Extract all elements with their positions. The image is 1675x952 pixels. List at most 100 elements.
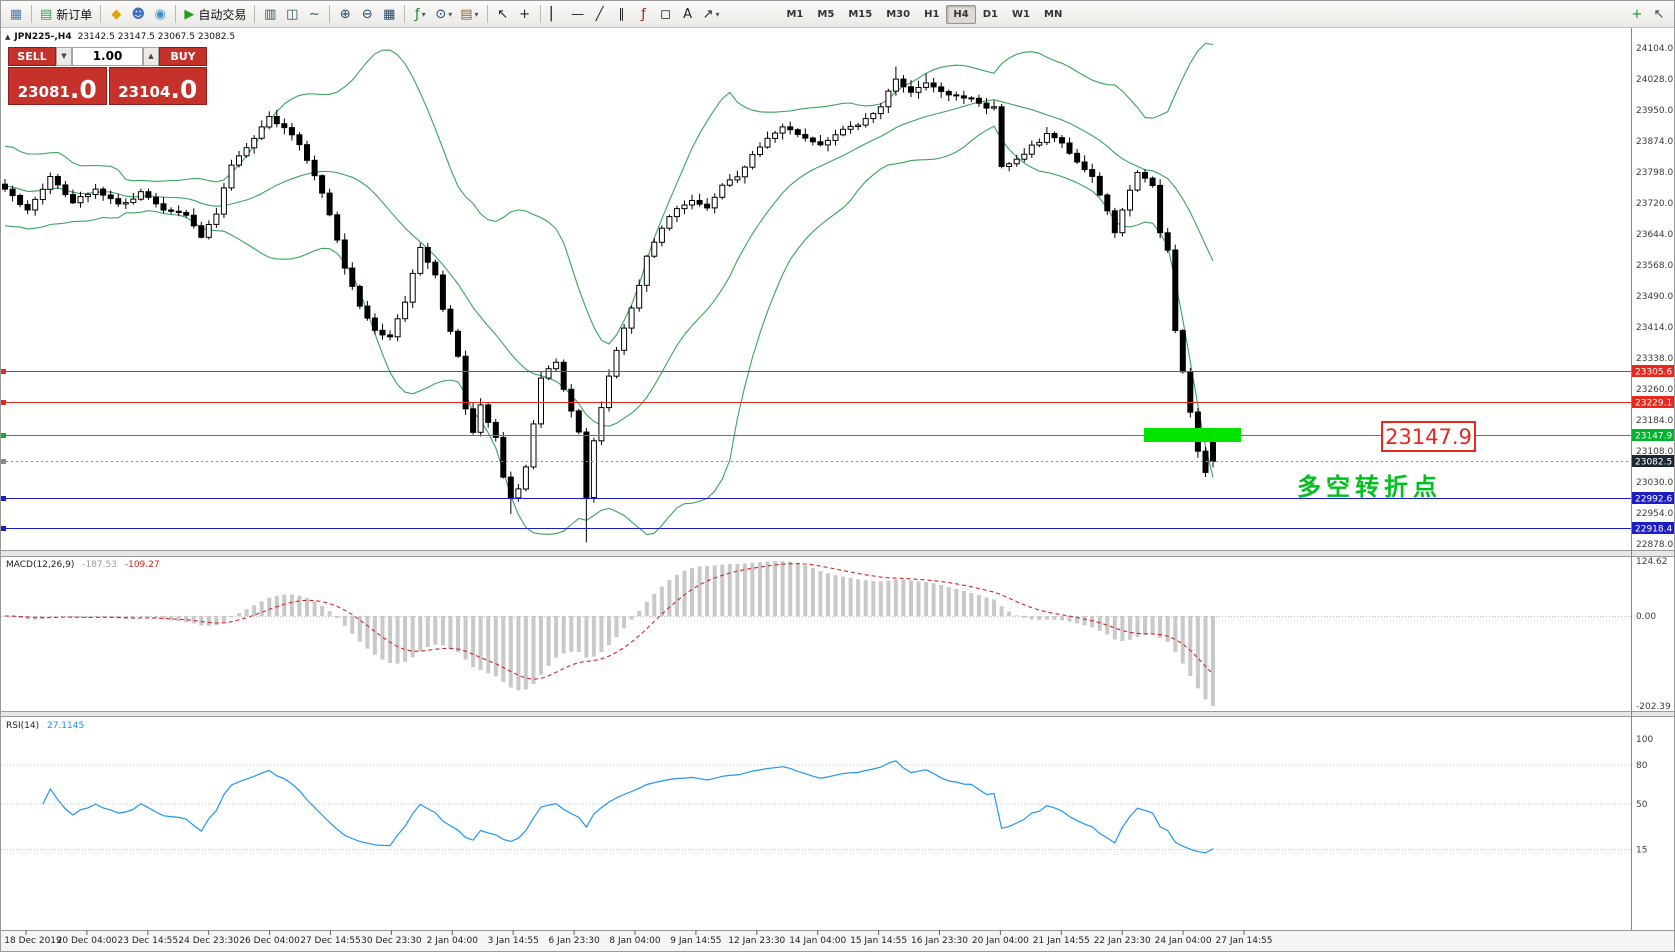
- autotrading-button[interactable]: ▶ 自动交易: [180, 3, 250, 25]
- price-axis-label: 23184.0: [1636, 416, 1673, 426]
- trendline-icon-glyph: ╱: [595, 6, 604, 22]
- macd-axis-label: -202.39: [1636, 702, 1671, 712]
- timeframe-mn[interactable]: MN: [1044, 8, 1063, 20]
- vertical-line-icon[interactable]: ▏: [545, 3, 567, 25]
- price-tag-label: 23082.5: [1635, 458, 1672, 468]
- arrow-objects-icon-glyph: ↗: [702, 6, 714, 22]
- zoom-out-icon[interactable]: ⊖: [356, 3, 378, 25]
- timeframe-m1[interactable]: M1: [786, 8, 804, 20]
- price-axis-label: 23030.0: [1636, 478, 1673, 488]
- timeframe-h4[interactable]: H4: [946, 4, 976, 24]
- price-tag-23305.6[interactable]: [1632, 365, 1675, 377]
- macd-panel[interactable]: [1, 561, 1631, 706]
- sell-price-button[interactable]: 23081 .0: [8, 67, 107, 105]
- turning-point-annotation[interactable]: 多空转折点: [1297, 473, 1442, 501]
- horizontal-line-icon-glyph: —: [571, 6, 585, 22]
- timeframe-m15[interactable]: M15: [848, 8, 873, 20]
- rsi-axis-label: 100: [1636, 735, 1653, 745]
- new-chart-icon[interactable]: +: [1626, 3, 1648, 25]
- price-tag-22918.4[interactable]: [1632, 522, 1675, 534]
- price-axis-label: 23108.0: [1636, 447, 1673, 457]
- time-axis-label: 18 Dec 2019: [4, 936, 62, 946]
- periods-icon[interactable]: ⊙ ▾: [431, 3, 456, 25]
- trendline-icon[interactable]: ╱: [589, 3, 611, 25]
- price-tag-label: 22992.6: [1635, 495, 1672, 505]
- new-order-button[interactable]: ▤ 新订单: [36, 3, 96, 25]
- time-axis-label: 8 Jan 04:00: [609, 936, 661, 946]
- time-axis-label: 6 Jan 23:30: [548, 936, 600, 946]
- timeframe-m30[interactable]: M30: [886, 8, 911, 20]
- templates-icon[interactable]: ▤ ▾: [456, 3, 482, 25]
- crosshair-icon[interactable]: +: [514, 3, 536, 25]
- volume-increase-button[interactable]: ▲: [143, 47, 159, 66]
- zoom-in-icon[interactable]: ⊕: [334, 3, 356, 25]
- price-axis-label: 23874.0: [1636, 137, 1673, 147]
- time-axis-label: 12 Jan 23:30: [728, 936, 785, 946]
- candles-layer[interactable]: [2, 66, 1216, 543]
- collapse-triangle-icon[interactable]: ▲: [5, 33, 11, 41]
- timeframe-w1[interactable]: W1: [1012, 8, 1030, 20]
- community-icon-glyph: ◉: [154, 6, 166, 22]
- pointer-icon[interactable]: ↖: [1648, 3, 1670, 25]
- profile-icon[interactable]: ☻: [127, 3, 149, 25]
- toolbar-separator: [539, 5, 541, 23]
- price-tag-23147.9[interactable]: [1632, 429, 1675, 441]
- level-anchor-nub: [1, 526, 6, 531]
- channel-icon[interactable]: ∥: [611, 3, 633, 25]
- bollinger-upper-band: [4, 42, 1214, 345]
- toolbar-separator: [486, 5, 488, 23]
- price-axis-label: 23798.0: [1636, 168, 1673, 178]
- text-icon[interactable]: A: [677, 3, 699, 25]
- tile-windows-icon[interactable]: ▦: [378, 3, 400, 25]
- price-axis-label: 23568.0: [1636, 261, 1673, 271]
- tile-windows-icon-glyph: ▦: [383, 6, 396, 22]
- cursor-icon[interactable]: ↖: [492, 3, 514, 25]
- new-chart-icon-glyph: +: [1631, 6, 1643, 22]
- templates-icon-glyph: ▤: [460, 6, 473, 22]
- macd-indicator-label: MACD(12,26,9) -187.53 -109.27: [6, 560, 160, 570]
- zoom-in-icon-glyph: ⊕: [339, 6, 351, 22]
- indicators-icon[interactable]: ƒ ▾: [409, 3, 431, 25]
- time-axis-label: 23 Dec 14:55: [118, 936, 179, 946]
- candle-chart-icon-glyph: ◫: [286, 6, 299, 22]
- line-chart-icon[interactable]: ~: [303, 3, 325, 25]
- macd-main-value: -187.53: [82, 560, 117, 570]
- macd-signal-value: -109.27: [124, 560, 160, 570]
- rsi-panel[interactable]: [1, 760, 1631, 854]
- rsi-value: 27.1145: [46, 721, 85, 731]
- cursor-icon-glyph: ↖: [497, 6, 509, 22]
- chart-menu-icon[interactable]: ▦: [5, 3, 27, 25]
- sell-button[interactable]: SELL: [8, 47, 56, 66]
- price-chart-layer[interactable]: [1, 42, 1631, 543]
- shapes-icon-glyph: ◻: [660, 6, 671, 22]
- order-panel-price-row: 23081 .0 23104 .0: [8, 67, 207, 105]
- rsi-axis-label: 50: [1636, 800, 1648, 810]
- price-tag-22992.6[interactable]: [1632, 492, 1675, 504]
- line-chart-icon-glyph: ~: [308, 6, 320, 22]
- arrow-objects-icon[interactable]: ↗ ▾: [699, 3, 724, 25]
- timeframe-d1[interactable]: D1: [982, 8, 998, 20]
- volume-decrease-button[interactable]: ▼: [56, 47, 72, 66]
- buy-price-button[interactable]: 23104 .0: [108, 67, 207, 105]
- community-icon[interactable]: ◉: [149, 3, 171, 25]
- price-annotation-box[interactable]: 23147.9: [1381, 421, 1476, 452]
- price-tag-23229.1[interactable]: [1632, 396, 1675, 408]
- symbol-info-bar: ▲ JPN225-,H4 23142.5 23147.5 23067.5 230…: [5, 32, 235, 42]
- indicators-icon-glyph: ƒ: [415, 6, 420, 22]
- fibonacci-icon[interactable]: ƒ: [633, 3, 655, 25]
- new-order-button-glyph: ▤: [40, 6, 53, 22]
- time-axis-label: 21 Jan 14:55: [1033, 936, 1090, 946]
- price-tag-23082.5[interactable]: [1632, 455, 1675, 467]
- bar-chart-icon[interactable]: ▥: [259, 3, 281, 25]
- highlight-rectangle[interactable]: [1144, 428, 1241, 442]
- buy-button[interactable]: BUY: [159, 47, 207, 66]
- volume-input[interactable]: 1.00: [72, 47, 143, 66]
- funnel-icon[interactable]: ◆: [105, 3, 127, 25]
- shapes-icon[interactable]: ◻: [655, 3, 677, 25]
- timeframe-m5[interactable]: M5: [817, 8, 835, 20]
- candle-chart-icon[interactable]: ◫: [281, 3, 303, 25]
- timeframe-h1[interactable]: H1: [924, 8, 940, 20]
- price-axis-label: 23950.0: [1636, 106, 1673, 116]
- horizontal-line-icon[interactable]: —: [567, 3, 589, 25]
